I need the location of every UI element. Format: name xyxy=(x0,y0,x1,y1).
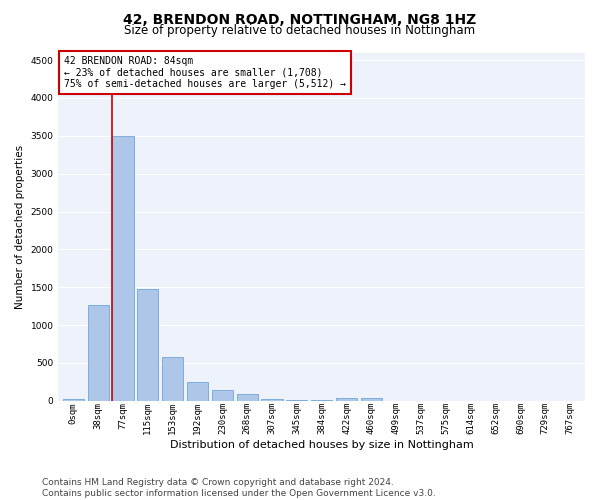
Bar xyxy=(262,398,283,401)
Bar xyxy=(236,394,258,401)
Text: Contains HM Land Registry data © Crown copyright and database right 2024.
Contai: Contains HM Land Registry data © Crown c… xyxy=(42,478,436,498)
Bar xyxy=(88,304,109,401)
Text: Size of property relative to detached houses in Nottingham: Size of property relative to detached ho… xyxy=(124,24,476,37)
Bar xyxy=(336,398,357,401)
Bar xyxy=(187,382,208,401)
Y-axis label: Number of detached properties: Number of detached properties xyxy=(15,144,25,308)
Bar xyxy=(212,390,233,401)
Bar xyxy=(137,288,158,401)
X-axis label: Distribution of detached houses by size in Nottingham: Distribution of detached houses by size … xyxy=(170,440,473,450)
Bar xyxy=(112,136,134,401)
Bar xyxy=(361,398,382,401)
Bar xyxy=(162,357,183,401)
Bar xyxy=(63,398,84,401)
Text: 42 BRENDON ROAD: 84sqm
← 23% of detached houses are smaller (1,708)
75% of semi-: 42 BRENDON ROAD: 84sqm ← 23% of detached… xyxy=(64,56,346,89)
Text: 42, BRENDON ROAD, NOTTINGHAM, NG8 1HZ: 42, BRENDON ROAD, NOTTINGHAM, NG8 1HZ xyxy=(124,12,476,26)
Bar xyxy=(286,400,307,401)
